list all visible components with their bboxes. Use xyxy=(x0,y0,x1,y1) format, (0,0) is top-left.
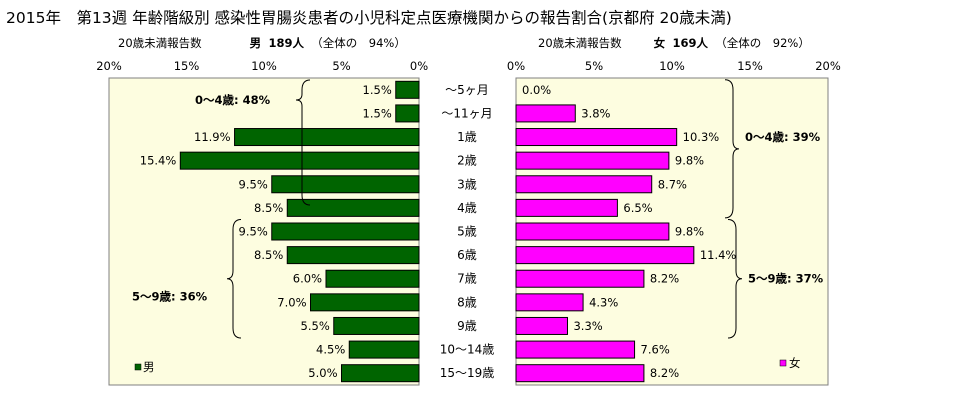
category-label: ～5ヶ月 xyxy=(445,83,489,97)
male-axis-tick: 5% xyxy=(332,59,350,73)
female-data-label: 4.3% xyxy=(589,295,618,309)
category-label: 1歳 xyxy=(457,130,477,144)
female-legend-swatch xyxy=(779,359,787,367)
female-data-label: 9.8% xyxy=(675,225,704,239)
left-header-share: （全体の 94%） xyxy=(311,36,406,50)
female-bar xyxy=(515,104,576,123)
male-data-label: 4.5% xyxy=(316,343,345,357)
category-label: 7歳 xyxy=(457,272,477,286)
female-bar xyxy=(515,340,636,359)
female-legend-label: 女 xyxy=(789,356,801,370)
female-data-label: 8.2% xyxy=(650,272,679,286)
male-data-label: 9.5% xyxy=(239,177,268,191)
male-axis-tick: 0% xyxy=(410,59,428,73)
male-bar xyxy=(234,128,420,147)
female-axis-tick: 20% xyxy=(815,59,841,73)
female-bracket-5-9 xyxy=(727,219,743,339)
male-bar xyxy=(310,293,420,312)
female-axis-tick: 0% xyxy=(507,59,525,73)
category-label: 9歳 xyxy=(457,319,477,333)
female-data-label: 6.5% xyxy=(623,201,652,215)
chart-title: 2015年 第13週 年齢階級別 感染性胃腸炎患者の小児科定点医療機関からの報告… xyxy=(6,9,732,27)
female-data-label: 8.7% xyxy=(658,177,687,191)
category-label: ～11ヶ月 xyxy=(441,106,492,120)
category-label: 6歳 xyxy=(457,248,477,262)
right-header-share: （全体の 92%） xyxy=(715,36,810,50)
female-data-label: 11.4% xyxy=(700,248,737,262)
category-label: 4歳 xyxy=(457,201,477,215)
male-bar xyxy=(395,104,420,123)
female-bar xyxy=(515,246,695,265)
category-label: 15～19歳 xyxy=(440,366,495,380)
female-data-label: 9.8% xyxy=(675,154,704,168)
male-bar xyxy=(271,222,420,241)
left-header-count: 189人 xyxy=(268,36,304,50)
female-bar xyxy=(515,364,645,383)
right-header: 20歳未満報告数 女 169人 （全体の 92%） xyxy=(538,35,810,51)
male-bar xyxy=(286,246,420,265)
male-legend-swatch xyxy=(134,363,142,371)
right-header-sub: 20歳未満報告数 xyxy=(538,36,622,50)
female-data-label: 3.8% xyxy=(581,106,610,120)
female-bar xyxy=(515,175,653,194)
male-legend-label: 男 xyxy=(143,360,155,374)
male-data-label: 6.0% xyxy=(293,272,322,286)
female-axis-tick: 10% xyxy=(659,59,685,73)
female-bar xyxy=(515,151,670,170)
male-axis-tick: 15% xyxy=(174,59,200,73)
female-data-label: 3.3% xyxy=(573,319,602,333)
male-axis-tick: 10% xyxy=(251,59,277,73)
female-bar xyxy=(515,128,678,147)
male-axis-tick: 20% xyxy=(96,59,122,73)
male-data-label: 9.5% xyxy=(239,225,268,239)
male-bar xyxy=(286,198,420,217)
male-data-label: 8.5% xyxy=(254,248,283,262)
male-bar xyxy=(325,269,420,288)
male-data-label: 5.5% xyxy=(301,319,330,333)
category-label: 2歳 xyxy=(457,154,477,168)
category-label: 8歳 xyxy=(457,295,477,309)
right-header-sex: 女 xyxy=(653,36,666,50)
category-label: 10～14歳 xyxy=(440,343,495,357)
female-data-label: 8.2% xyxy=(650,366,679,380)
left-header-sub: 20歳未満報告数 xyxy=(118,36,202,50)
category-label: 3歳 xyxy=(457,177,477,191)
female-axis-tick: 5% xyxy=(585,59,603,73)
male-bracket-5-9 xyxy=(226,219,242,339)
male-bar xyxy=(333,316,420,335)
male-data-label: 8.5% xyxy=(254,201,283,215)
female-data-label: 7.6% xyxy=(641,343,670,357)
male-data-label: 5.0% xyxy=(308,366,337,380)
female-data-label: 0.0% xyxy=(522,83,551,97)
male-bar xyxy=(341,364,420,383)
male-annotation-0-4: 0～4歳: 48% xyxy=(195,93,271,107)
male-bar xyxy=(179,151,420,170)
female-bracket-0-4 xyxy=(724,79,740,219)
female-bar xyxy=(515,293,584,312)
female-bar xyxy=(515,198,618,217)
female-bar xyxy=(515,222,670,241)
female-annotation-0-4: 0～4歳: 39% xyxy=(745,130,821,144)
female-bar xyxy=(515,269,645,288)
male-bracket-0-4 xyxy=(295,79,311,206)
male-data-label: 15.4% xyxy=(140,154,177,168)
left-header-sex: 男 xyxy=(249,36,262,50)
male-data-label: 7.0% xyxy=(277,295,306,309)
male-annotation-5-9: 5～9歳: 36% xyxy=(132,290,208,304)
female-axis-tick: 15% xyxy=(737,59,763,73)
male-bar xyxy=(348,340,420,359)
female-bar xyxy=(515,316,568,335)
female-data-label: 10.3% xyxy=(683,130,720,144)
left-header: 20歳未満報告数 男 189人 （全体の 94%） xyxy=(118,35,406,51)
male-bar xyxy=(395,80,420,99)
category-label: 5歳 xyxy=(457,225,477,239)
male-data-label: 1.5% xyxy=(363,83,392,97)
female-annotation-5-9: 5～9歳: 37% xyxy=(748,272,824,286)
male-bar xyxy=(271,175,420,194)
right-header-count: 169人 xyxy=(672,36,708,50)
male-data-label: 1.5% xyxy=(363,106,392,120)
male-data-label: 11.9% xyxy=(194,130,231,144)
